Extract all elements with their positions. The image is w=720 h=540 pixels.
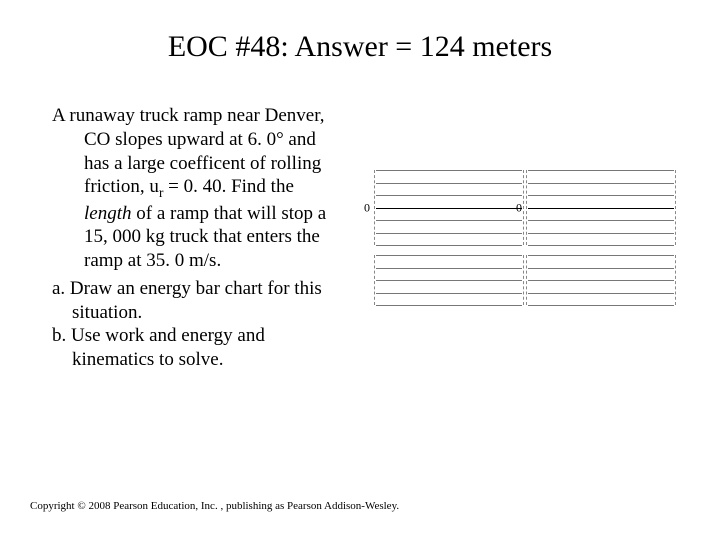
chart-row-bottom: [374, 255, 676, 305]
problem-italic: length: [84, 203, 132, 224]
problem-post: = 0. 40. Find the: [163, 176, 294, 197]
part-a: a. Draw an energy bar chart for this sit…: [30, 277, 340, 325]
zero-label: 0: [364, 200, 370, 215]
energy-bar-chart: 0 0: [360, 104, 690, 372]
problem-statement: A runaway truck ramp near Denver, CO slo…: [30, 104, 340, 273]
slide-title: EOC #48: Answer = 124 meters: [30, 30, 690, 64]
chart-panel-bottom-right: [526, 255, 676, 305]
chart-panel-bottom-left: [374, 255, 524, 305]
part-b: b. Use work and energy and kinematics to…: [30, 324, 340, 372]
chart-row-top: 0 0: [374, 170, 676, 245]
zero-label: 0: [516, 200, 522, 215]
chart-panel-top-left: 0: [374, 170, 524, 245]
copyright: Copyright © 2008 Pearson Education, Inc.…: [30, 500, 399, 512]
problem-text: A runaway truck ramp near Denver, CO slo…: [30, 104, 340, 372]
chart-panel-top-right: 0: [526, 170, 676, 245]
